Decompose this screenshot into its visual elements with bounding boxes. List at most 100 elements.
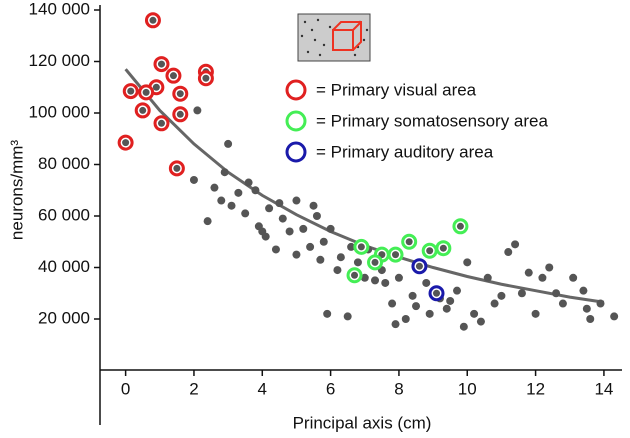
point	[292, 250, 301, 259]
legend-label: = Primary visual area	[316, 80, 477, 99]
point	[569, 273, 578, 282]
point	[292, 196, 301, 205]
legend-marker	[285, 110, 307, 132]
point	[422, 278, 431, 287]
point	[323, 309, 332, 318]
point	[227, 201, 236, 210]
point	[210, 183, 219, 192]
point	[459, 322, 468, 331]
point	[381, 278, 390, 287]
point	[545, 263, 554, 272]
point	[224, 139, 233, 148]
point	[453, 286, 462, 295]
point	[193, 106, 202, 115]
y-tick-label: 120 000	[29, 51, 90, 70]
point	[139, 106, 147, 114]
inset-cube	[332, 21, 362, 51]
fit-curve	[124, 68, 605, 304]
legend-label: = Primary somatosensory area	[316, 111, 548, 130]
point	[426, 247, 434, 255]
x-tick-label: 14	[594, 379, 613, 398]
point	[476, 317, 485, 326]
point	[176, 90, 184, 98]
point	[511, 240, 520, 249]
point	[152, 83, 160, 91]
point	[497, 291, 506, 300]
point	[347, 242, 356, 251]
x-tick-label: 10	[458, 379, 477, 398]
point	[234, 188, 243, 197]
point	[142, 88, 150, 96]
point	[189, 175, 198, 184]
point	[442, 304, 451, 313]
point	[271, 245, 280, 254]
y-tick-label: 140 000	[29, 0, 90, 18]
point	[433, 289, 441, 297]
point	[169, 72, 177, 80]
point	[309, 201, 318, 210]
y-tick-label: 80 000	[38, 154, 90, 173]
legend-marker	[285, 79, 307, 101]
point	[596, 299, 605, 308]
y-tick-label: 100 000	[29, 102, 90, 121]
point	[391, 320, 400, 329]
point	[582, 304, 591, 313]
point	[203, 217, 212, 226]
point	[265, 204, 274, 213]
point	[176, 110, 184, 118]
point	[360, 273, 369, 282]
point	[392, 251, 400, 259]
point	[371, 276, 380, 285]
point	[127, 87, 135, 95]
legend-marker	[285, 141, 307, 163]
point	[251, 186, 260, 195]
point	[351, 271, 359, 279]
point	[157, 119, 165, 127]
point	[353, 258, 362, 267]
point	[326, 224, 335, 233]
point	[316, 255, 325, 264]
point	[425, 309, 434, 318]
x-tick-label: 6	[326, 379, 335, 398]
point	[202, 74, 210, 82]
point	[412, 302, 421, 311]
point	[357, 243, 365, 251]
point	[173, 164, 181, 172]
y-tick-label: 20 000	[38, 308, 90, 327]
point	[241, 209, 250, 218]
x-tick-label: 4	[258, 379, 267, 398]
x-tick-label: 12	[526, 379, 545, 398]
point	[456, 222, 464, 230]
point	[157, 60, 165, 68]
point	[504, 248, 513, 257]
point	[524, 268, 533, 277]
y-tick-label: 60 000	[38, 205, 90, 224]
point	[306, 242, 315, 251]
point	[336, 253, 345, 262]
y-axis-label: neurons/mm³	[7, 140, 26, 240]
point	[388, 299, 397, 308]
point	[220, 168, 229, 177]
point	[312, 212, 321, 220]
point	[278, 214, 287, 223]
point	[538, 273, 547, 282]
point	[490, 299, 499, 308]
point	[408, 291, 417, 300]
point	[149, 16, 157, 24]
point	[217, 196, 226, 205]
point	[275, 199, 284, 208]
point	[610, 312, 619, 321]
x-axis-label: Principal axis (cm)	[293, 413, 432, 432]
inset-texture	[300, 18, 369, 57]
point	[552, 289, 561, 298]
point	[343, 312, 352, 321]
y-tick-label: 40 000	[38, 257, 90, 276]
point	[261, 232, 270, 241]
point	[394, 273, 403, 282]
x-tick-label: 2	[189, 379, 198, 398]
point	[244, 178, 253, 187]
inset-image	[297, 13, 371, 62]
point	[285, 227, 294, 236]
x-tick-label: 8	[394, 379, 403, 398]
